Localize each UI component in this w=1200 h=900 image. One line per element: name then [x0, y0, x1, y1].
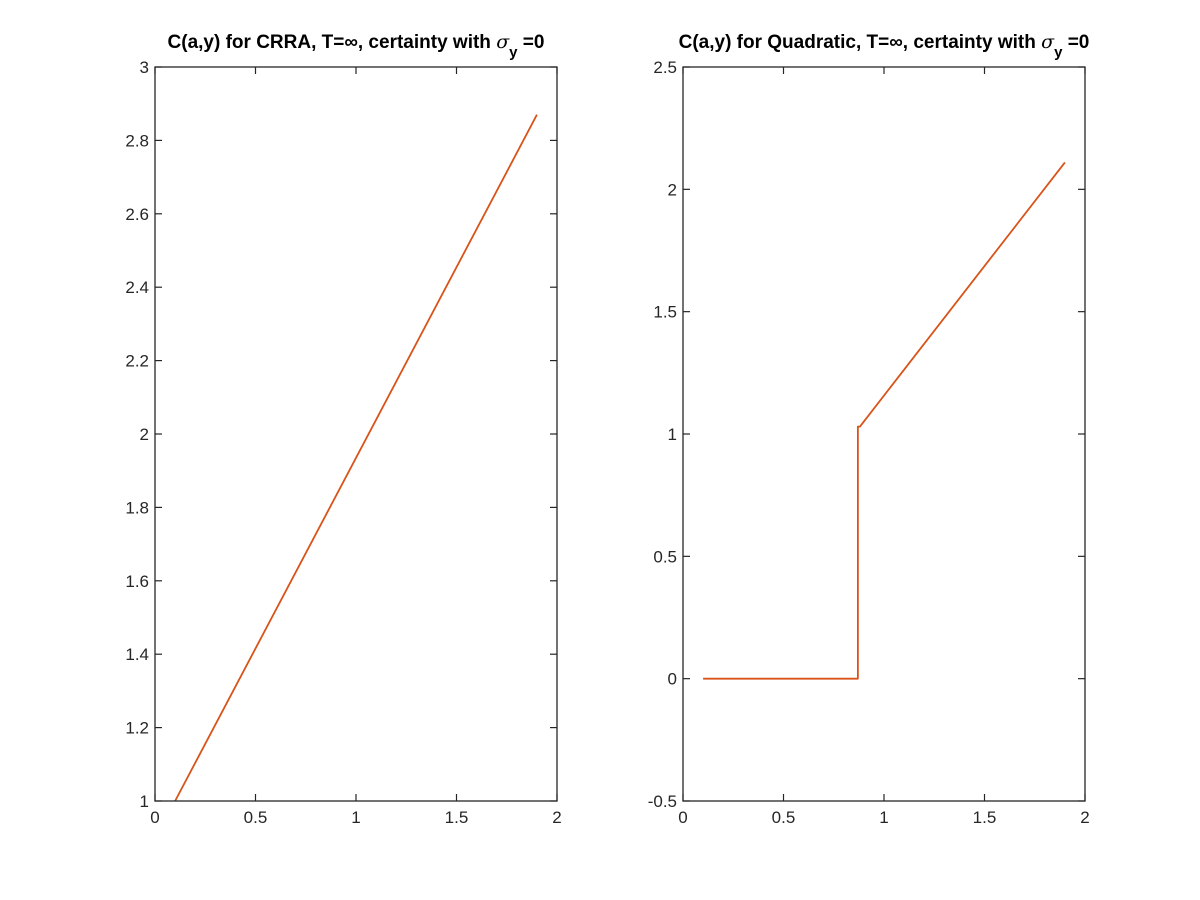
chart-quadratic-plot-area: 0 0.5 1 1.5 2-0.500.511.522.5 [648, 58, 1090, 827]
chart-quadratic-title-sigma: σ [1041, 31, 1055, 53]
chart-crra-y-tick-label: 1 [140, 792, 149, 811]
chart-quadratic-y-tick-label: 0.5 [653, 547, 677, 566]
chart-crra-title-main: C(a,y) for CRRA, T=∞, certainty with [168, 32, 497, 53]
chart-crra-y-tick-label: 3 [140, 58, 149, 77]
chart-crra-y-tick-label: 1.8 [125, 498, 149, 517]
chart-crra-y-tick-label: 2.8 [125, 131, 149, 150]
chart-crra-y-tick-label: 2.2 [125, 352, 149, 371]
chart-crra-x-tick-label: 0.5 [244, 808, 268, 827]
chart-quadratic-y-tick-label: 0 [668, 670, 677, 689]
chart-crra-y-tick-label: 1.4 [125, 645, 149, 664]
chart-crra-x-tick-label: 2 [552, 808, 561, 827]
chart-crra-x-tick-label: 0 [150, 808, 159, 827]
chart-quadratic-y-tick-label: 2 [668, 180, 677, 199]
chart-quadratic-y-tick-label: -0.5 [648, 792, 677, 811]
chart-quadratic-x-tick-label: 1.5 [973, 808, 997, 827]
chart-quadratic-x-tick-label: 2 [1080, 808, 1089, 827]
chart-quadratic-x-tick-label: 0.5 [772, 808, 796, 827]
chart-crra-y-tick-label: 2 [140, 425, 149, 444]
chart-crra-x-tick-label: 1 [351, 808, 360, 827]
chart-quadratic-x-tick-label: 0 [678, 808, 687, 827]
chart-quadratic-x-tick-label: 1 [879, 808, 888, 827]
chart-quadratic-title: C(a,y) for Quadratic, T=∞, certainty wit… [679, 31, 1090, 61]
chart-crra-series-line-0 [174, 114, 538, 802]
chart-quadratic-y-tick-label: 1.5 [653, 303, 677, 322]
chart-crra-title: C(a,y) for CRRA, T=∞, certainty with σy … [168, 31, 545, 61]
chart-crra-y-tick-label: 1.2 [125, 719, 149, 738]
chart-quadratic-y-tick-label: 1 [668, 425, 677, 444]
chart-quadratic-title-tail: =0 [1062, 32, 1089, 53]
chart-crra-title-sigma: σ [496, 31, 510, 53]
chart-crra-title-subscript: y [509, 44, 518, 61]
chart-crra-x-tick-label: 1.5 [445, 808, 469, 827]
chart-crra-plot-area: 0 0.5 1 1.5 2 1 1.2 1.4 1.6 1.8 2 2.2 2.4 2.6 2.8 3 [125, 58, 561, 827]
chart-crra-y-tick-label: 2.6 [125, 205, 149, 224]
chart-quadratic-y-tick-label: 2.5 [653, 58, 677, 77]
chart-quadratic-series-line-0 [703, 161, 1066, 680]
chart-quadratic: C(a,y) for Quadratic, T=∞, certainty wit… [648, 31, 1090, 827]
chart-crra: C(a,y) for CRRA, T=∞, certainty with σy … [125, 31, 561, 827]
chart-crra-title-tail: =0 [518, 32, 545, 53]
chart-quadratic-title-main: C(a,y) for Quadratic, T=∞, certainty wit… [679, 32, 1041, 53]
chart-quadratic-title-subscript: y [1054, 44, 1063, 61]
chart-crra-y-tick-label: 1.6 [125, 572, 149, 591]
chart-crra-y-tick-label: 2.4 [125, 278, 149, 297]
